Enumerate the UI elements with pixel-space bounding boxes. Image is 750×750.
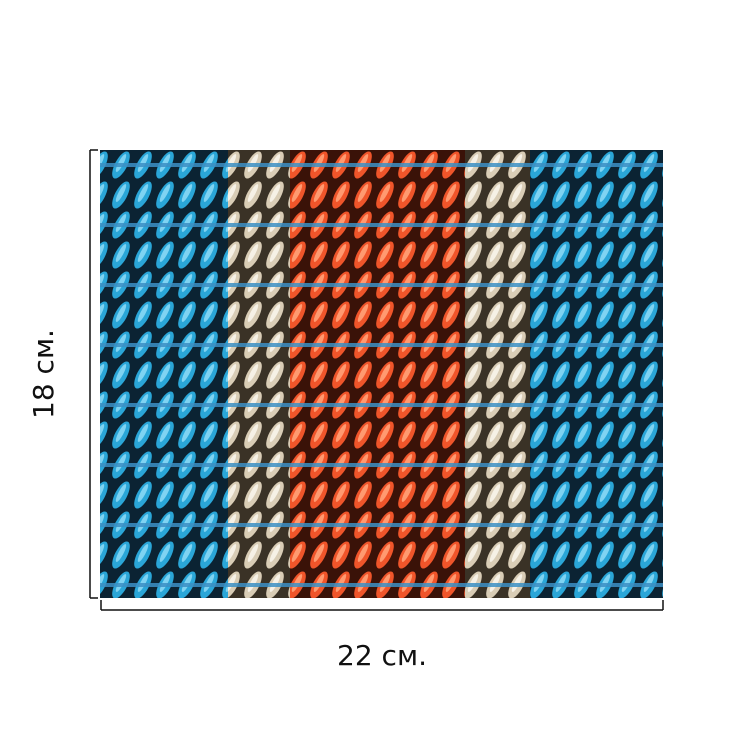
height-label: 18 см.	[27, 329, 60, 419]
woven-mat	[100, 150, 663, 598]
width-label: 22 см.	[337, 639, 427, 672]
height-bracket	[89, 149, 98, 599]
width-bracket	[100, 600, 664, 611]
